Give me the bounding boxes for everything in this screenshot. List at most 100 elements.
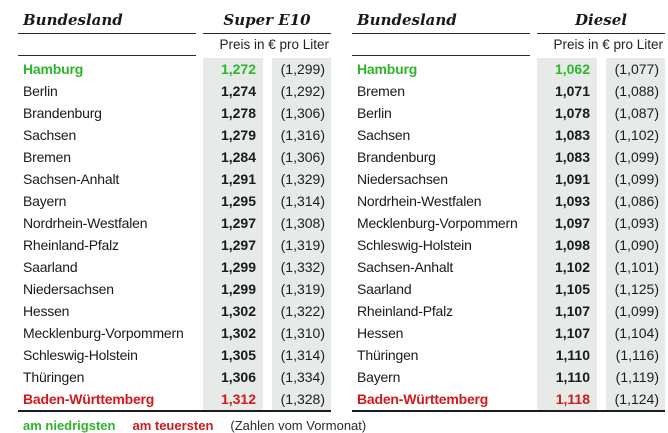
- table-row: Hamburg 1,062 (1,077): [352, 58, 665, 80]
- table-row: Rheinland-Pfalz 1,107 (1,099): [352, 300, 665, 322]
- state-name: Brandenburg: [23, 105, 102, 121]
- table-row: Mecklenburg-Vorpommern 1,097 (1,093): [352, 212, 665, 234]
- table-header: Bundesland Super E10: [18, 8, 331, 30]
- table-row: Bayern 1,295 (1,314): [18, 190, 331, 212]
- table-row: Bayern 1,110 (1,119): [352, 366, 665, 388]
- table-row: Thüringen 1,110 (1,116): [352, 344, 665, 366]
- table-row: Berlin 1,274 (1,292): [18, 80, 331, 102]
- column-gap: [597, 80, 606, 102]
- state-name: Hessen: [357, 325, 404, 341]
- current-price: 1,110: [537, 344, 597, 366]
- previous-month-price: (1,099): [606, 146, 665, 168]
- current-price: 1,091: [537, 168, 597, 190]
- previous-month-price: (1,306): [272, 102, 331, 124]
- column-gap: [597, 366, 606, 388]
- column-gap: [263, 344, 272, 366]
- table-row: Mecklenburg-Vorpommern 1,302 (1,310): [18, 322, 331, 344]
- state-name: Mecklenburg-Vorpommern: [23, 325, 184, 341]
- table-subheader: Preis in € pro Liter: [352, 34, 665, 55]
- table-row: Hamburg 1,272 (1,299): [18, 58, 331, 80]
- state-name: Bayern: [357, 369, 401, 385]
- column-gap: [597, 212, 606, 234]
- state-name: Niedersachsen: [23, 281, 114, 297]
- previous-month-price: (1,308): [272, 212, 331, 234]
- state-name: Bremen: [23, 149, 71, 165]
- current-price: 1,297: [203, 212, 263, 234]
- column-gap: [263, 124, 272, 146]
- divider: [352, 33, 665, 34]
- table-bottom-rule: [352, 410, 665, 412]
- column-gap: [597, 58, 606, 80]
- state-name: Rheinland-Pfalz: [23, 237, 119, 253]
- fuel-type-header: Diesel: [575, 11, 627, 29]
- legend-lowest-label: am niedrigsten: [23, 418, 116, 433]
- table-row: Hessen 1,107 (1,104): [352, 322, 665, 344]
- table-row: Schleswig-Holstein 1,305 (1,314): [18, 344, 331, 366]
- column-gap: [263, 256, 272, 278]
- current-price: 1,297: [203, 234, 263, 256]
- current-price: 1,312: [203, 388, 263, 410]
- previous-month-price: (1,322): [272, 300, 331, 322]
- state-name: Thüringen: [23, 369, 85, 385]
- column-gap: [597, 168, 606, 190]
- state-name: Bremen: [357, 83, 405, 99]
- table-row: Saarland 1,105 (1,125): [352, 278, 665, 300]
- table-row: Thüringen 1,306 (1,334): [18, 366, 331, 388]
- state-name: Sachsen-Anhalt: [357, 259, 454, 275]
- column-gap: [597, 124, 606, 146]
- divider-segment: [537, 33, 665, 34]
- state-name: Baden-Württemberg: [357, 391, 489, 407]
- state-name: Nordrhein-Westfalen: [23, 215, 148, 231]
- table-rows: Hamburg 1,062 (1,077) Bremen 1,071 (1,08…: [352, 58, 665, 410]
- previous-month-price: (1,319): [272, 278, 331, 300]
- state-name: Saarland: [357, 281, 412, 297]
- state-name: Hamburg: [23, 61, 84, 77]
- state-column-header: Bundesland: [357, 11, 457, 29]
- current-price: 1,097: [537, 212, 597, 234]
- state-name: Berlin: [23, 83, 58, 99]
- divider-segment: [18, 55, 196, 56]
- current-price: 1,062: [537, 58, 597, 80]
- current-price: 1,291: [203, 168, 263, 190]
- divider-segment: [352, 55, 530, 56]
- table-row: Sachsen 1,083 (1,102): [352, 124, 665, 146]
- previous-month-price: (1,087): [606, 102, 665, 124]
- previous-month-price: (1,319): [272, 234, 331, 256]
- column-gap: [263, 234, 272, 256]
- column-gap: [263, 388, 272, 410]
- current-price: 1,284: [203, 146, 263, 168]
- diesel-table: Bundesland Diesel Preis in € pro Liter H…: [352, 8, 665, 412]
- previous-month-price: (1,088): [606, 80, 665, 102]
- current-price: 1,071: [537, 80, 597, 102]
- divider: [18, 33, 331, 34]
- current-price: 1,105: [537, 278, 597, 300]
- divider-segment: [203, 33, 331, 34]
- column-gap: [597, 300, 606, 322]
- previous-month-price: (1,314): [272, 344, 331, 366]
- previous-month-price: (1,314): [272, 190, 331, 212]
- column-gap: [597, 256, 606, 278]
- current-price: 1,302: [203, 322, 263, 344]
- table-row: Baden-Württemberg 1,312 (1,328): [18, 388, 331, 410]
- state-name: Brandenburg: [357, 149, 436, 165]
- column-gap: [263, 168, 272, 190]
- state-name: Sachsen: [23, 127, 77, 143]
- column-gap: [263, 278, 272, 300]
- previous-month-price: (1,124): [606, 388, 665, 410]
- tables-container: Bundesland Super E10 Preis in € pro Lite…: [18, 8, 665, 412]
- previous-month-price: (1,077): [606, 58, 665, 80]
- previous-month-price: (1,090): [606, 234, 665, 256]
- table-row: Baden-Württemberg 1,118 (1,124): [352, 388, 665, 410]
- state-name: Saarland: [23, 259, 78, 275]
- column-gap: [263, 212, 272, 234]
- column-gap: [263, 366, 272, 388]
- previous-month-price: (1,116): [606, 344, 665, 366]
- price-unit-header: Preis in € pro Liter: [553, 37, 663, 52]
- previous-month-price: (1,104): [606, 322, 665, 344]
- column-gap: [597, 344, 606, 366]
- table-row: Brandenburg 1,278 (1,306): [18, 102, 331, 124]
- current-price: 1,274: [203, 80, 263, 102]
- divider-segment: [18, 33, 196, 34]
- column-gap: [263, 146, 272, 168]
- table-row: Sachsen-Anhalt 1,291 (1,329): [18, 168, 331, 190]
